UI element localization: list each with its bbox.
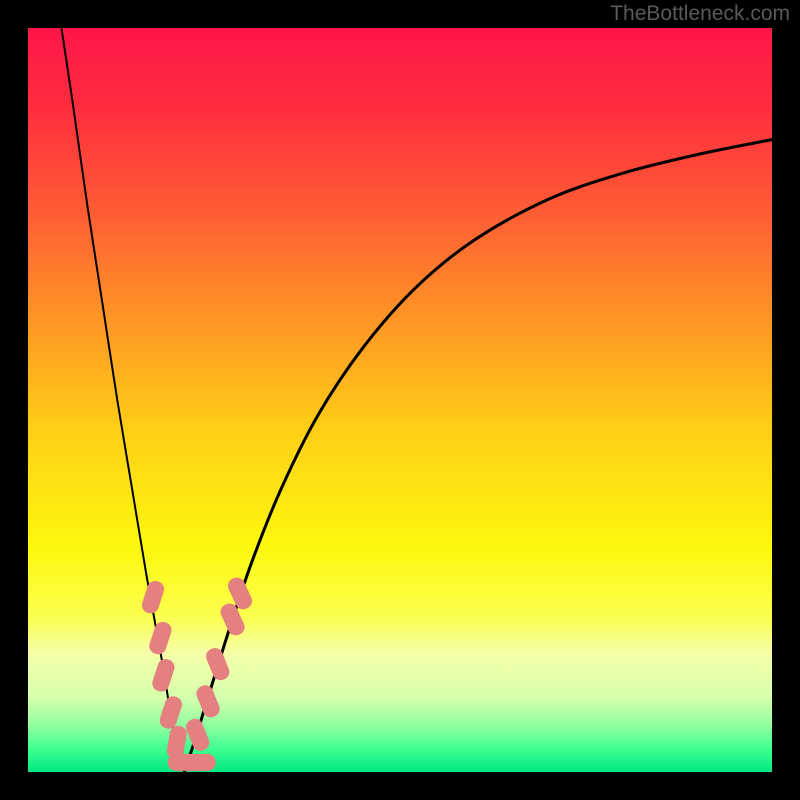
trough-marker — [183, 754, 216, 771]
attribution-text: TheBottleneck.com — [610, 2, 790, 26]
gradient-background — [28, 28, 772, 772]
plot-area — [28, 28, 772, 772]
chart-frame: TheBottleneck.com — [0, 0, 800, 800]
chart-svg — [28, 28, 772, 772]
